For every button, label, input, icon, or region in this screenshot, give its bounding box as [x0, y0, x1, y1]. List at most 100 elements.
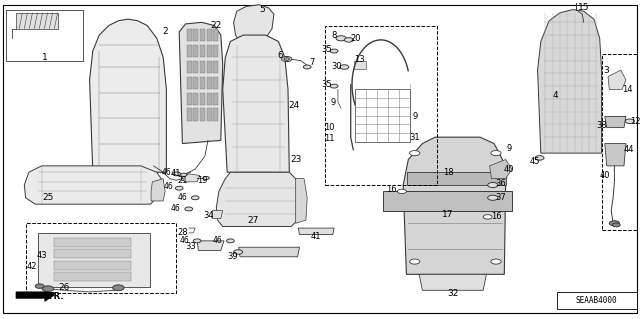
- Circle shape: [175, 186, 183, 190]
- Text: 46: 46: [171, 204, 181, 213]
- Polygon shape: [38, 233, 150, 287]
- Polygon shape: [207, 45, 212, 57]
- Text: 1: 1: [42, 53, 47, 62]
- Text: FR.: FR.: [48, 292, 63, 300]
- Text: 42: 42: [27, 262, 37, 271]
- Polygon shape: [207, 29, 212, 41]
- Polygon shape: [187, 61, 192, 73]
- Polygon shape: [181, 174, 189, 180]
- Text: 12: 12: [630, 117, 640, 126]
- Polygon shape: [200, 61, 205, 73]
- Circle shape: [191, 196, 199, 200]
- Text: 44: 44: [623, 145, 634, 154]
- Text: 46: 46: [177, 193, 188, 202]
- Text: 34: 34: [204, 211, 214, 220]
- Text: SEAAB4000: SEAAB4000: [575, 296, 618, 305]
- Bar: [26, 223, 176, 293]
- Text: 27: 27: [247, 216, 259, 225]
- Circle shape: [491, 151, 501, 156]
- Text: 7: 7: [310, 58, 315, 67]
- Polygon shape: [24, 166, 163, 204]
- Text: 46: 46: [161, 168, 172, 177]
- Text: 46: 46: [164, 182, 174, 191]
- Polygon shape: [490, 160, 512, 179]
- Circle shape: [303, 65, 311, 69]
- Polygon shape: [54, 261, 131, 270]
- Polygon shape: [419, 274, 486, 290]
- Polygon shape: [197, 241, 224, 250]
- Text: 10: 10: [324, 123, 335, 132]
- Polygon shape: [605, 144, 626, 166]
- Text: 8: 8: [332, 31, 337, 40]
- Circle shape: [113, 285, 124, 291]
- Text: 30: 30: [332, 62, 342, 70]
- Circle shape: [336, 36, 346, 41]
- Circle shape: [483, 215, 492, 219]
- Text: 21: 21: [177, 176, 188, 185]
- Polygon shape: [16, 13, 58, 29]
- Text: 16: 16: [387, 185, 397, 194]
- Circle shape: [488, 195, 498, 200]
- Polygon shape: [200, 29, 205, 41]
- Text: 32: 32: [447, 289, 459, 298]
- Text: 41: 41: [311, 232, 321, 241]
- Circle shape: [609, 221, 620, 226]
- Text: 9: 9: [412, 112, 417, 121]
- Circle shape: [234, 250, 243, 254]
- Text: 9: 9: [506, 144, 511, 153]
- Polygon shape: [605, 116, 626, 128]
- Polygon shape: [187, 108, 192, 121]
- Polygon shape: [207, 93, 212, 105]
- Text: 35: 35: [321, 45, 332, 54]
- Text: 33: 33: [186, 242, 196, 251]
- Circle shape: [488, 182, 498, 188]
- Text: 17: 17: [442, 210, 454, 219]
- Text: 40: 40: [600, 171, 610, 180]
- Circle shape: [227, 239, 234, 243]
- Polygon shape: [207, 108, 212, 121]
- Text: 46: 46: [179, 236, 189, 245]
- Polygon shape: [213, 29, 218, 41]
- Circle shape: [340, 65, 349, 69]
- Circle shape: [491, 259, 501, 264]
- Polygon shape: [200, 45, 205, 57]
- Polygon shape: [213, 108, 218, 121]
- Text: 9: 9: [330, 98, 335, 107]
- Circle shape: [535, 156, 544, 160]
- Polygon shape: [193, 29, 198, 41]
- Text: 22: 22: [211, 21, 222, 30]
- Polygon shape: [407, 172, 506, 185]
- Polygon shape: [193, 45, 198, 57]
- Polygon shape: [383, 191, 512, 211]
- Polygon shape: [187, 77, 192, 89]
- Polygon shape: [213, 45, 218, 57]
- Bar: [557, 292, 637, 309]
- Circle shape: [625, 119, 634, 123]
- Text: 13: 13: [355, 55, 365, 63]
- Text: 2: 2: [163, 27, 168, 36]
- Text: 43: 43: [36, 251, 47, 260]
- Text: 4: 4: [553, 91, 558, 100]
- Polygon shape: [223, 35, 289, 172]
- Polygon shape: [193, 108, 198, 121]
- Text: 40: 40: [504, 165, 514, 174]
- Text: 5: 5: [260, 5, 265, 14]
- Text: 3: 3: [604, 66, 609, 75]
- Polygon shape: [239, 247, 300, 257]
- Circle shape: [35, 284, 44, 288]
- Text: 19: 19: [197, 176, 207, 185]
- Polygon shape: [296, 179, 307, 223]
- Text: 14: 14: [622, 85, 632, 94]
- Polygon shape: [54, 249, 131, 258]
- Circle shape: [410, 259, 420, 264]
- Polygon shape: [54, 238, 131, 247]
- Text: 25: 25: [42, 193, 54, 202]
- Text: 41: 41: [171, 169, 181, 178]
- Polygon shape: [213, 77, 218, 89]
- Circle shape: [612, 223, 620, 227]
- Polygon shape: [216, 172, 302, 226]
- Text: 15: 15: [578, 4, 589, 12]
- Text: 38: 38: [596, 121, 607, 130]
- Polygon shape: [207, 61, 212, 73]
- Text: 26: 26: [58, 283, 70, 292]
